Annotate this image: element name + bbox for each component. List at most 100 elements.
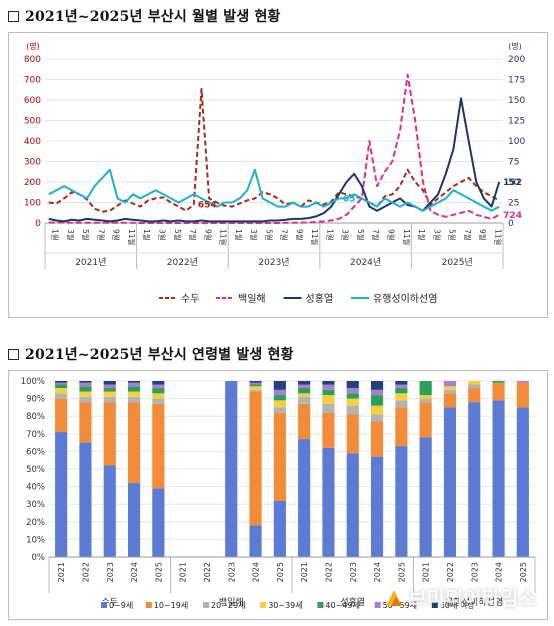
bar-segment-50~59세 [152, 384, 165, 389]
bar-segment-10~19세 [249, 391, 262, 526]
y-left-tick-label: 200 [24, 178, 41, 188]
year-label: 2021년 [75, 257, 106, 268]
bar-segment-50~59세 [370, 389, 384, 396]
bar-segment-60세 이상 [55, 381, 68, 383]
year-label: 2023년 [258, 257, 289, 268]
legend-label: 0~9세 [109, 601, 133, 610]
bar-segment-60세 이상 [370, 381, 384, 390]
bar-segment-40~49세 [55, 384, 68, 389]
y-right-tick-label: 25 [508, 199, 519, 209]
y-right-tick-label: 100 [508, 137, 525, 147]
bar-segment-20~29세 [419, 398, 432, 403]
x-tick-label: 9월 [112, 229, 122, 241]
legend-swatch [101, 602, 107, 608]
group-label: 성홍열 [340, 596, 365, 608]
bar-segment-60세 이상 [273, 381, 286, 390]
bar-segment-60세 이상 [322, 381, 335, 385]
group-label: 백일해 [219, 597, 244, 608]
series-line-유행성이하선염 [48, 168, 500, 212]
bar-segment-0~9세 [273, 500, 286, 557]
y-right-tick-label: 50 [508, 178, 520, 188]
bar-segment-20~29세 [152, 398, 165, 404]
y-left-tick-label: 0 [35, 219, 41, 229]
bar-segment-30~39세 [322, 395, 335, 404]
monthly-chart-frame: 0 100 200 300 400 500 600 700 800 0 25 50 75 100 125 15… [8, 32, 548, 318]
logo-icon [386, 590, 403, 606]
bar-segment-30~39세 [419, 395, 432, 399]
x-tick-label: 3월 [66, 229, 76, 241]
x-tick-label: 2025 [154, 562, 163, 582]
x-tick-label: 11월 [219, 229, 229, 246]
bar-segment-0~9세 [127, 483, 141, 557]
x-tick-label: 9월 [295, 229, 305, 241]
x-tick-label: 11월 [493, 229, 503, 246]
bar-segment-30~39세 [249, 386, 262, 390]
bar-segment-50~59세 [103, 384, 116, 389]
y-right-tick-label: 125 [508, 117, 525, 127]
year-label: 2022년 [167, 257, 198, 268]
bar-segment-20~29세 [127, 396, 141, 403]
group-label: 수두 [101, 597, 118, 608]
x-tick-label: 2025 [276, 562, 285, 582]
bar-segment-30~39세 [370, 405, 384, 415]
x-tick-label: 3월 [432, 229, 442, 241]
bar-segment-0~9세 [322, 447, 335, 557]
legend-label: 수두 [181, 293, 199, 305]
bar-segment-10~19세 [322, 412, 335, 448]
bar-segment-0~9세 [516, 407, 529, 557]
x-tick-label: 9월 [478, 229, 488, 241]
bar-segment-40~49세 [298, 388, 311, 394]
bar-segment-0~9세 [395, 446, 408, 557]
bar-segment-0~9세 [492, 400, 505, 557]
bar-segment-30~39세 [152, 393, 165, 399]
x-tick-label: 5월 [264, 229, 274, 241]
bar-segment-10~19세 [346, 414, 359, 454]
x-tick-label: 3월 [158, 229, 168, 241]
section-title-age: 2021년~2025년 부산시 연령별 발생 현황 [8, 344, 294, 364]
bar-segment-30~39세 [79, 391, 92, 397]
x-tick-label: 2024 [252, 562, 261, 582]
x-tick-label: 2022 [81, 562, 90, 582]
legend-label: 30~39세 [268, 601, 302, 610]
bar-segment-20~29세 [322, 403, 335, 413]
y-left-tick-label: 500 [24, 117, 41, 127]
y-left-unit: (명) [26, 41, 40, 51]
bar-segment-0~9세 [370, 456, 384, 557]
bar-segment-40~49세 [79, 386, 92, 392]
bar-segment-50~59세 [443, 381, 457, 387]
y-left-tick-label: 300 [24, 158, 41, 168]
bar-segment-30~39세 [346, 398, 359, 406]
bar-segment-60세 이상 [103, 381, 116, 385]
x-tick-label: 2025 [519, 562, 528, 582]
bar-segment-30~39세 [273, 400, 286, 408]
bar-segment-0~9세 [225, 381, 238, 557]
series-line-백일해 [48, 73, 500, 224]
bar-segment-40~49세 [492, 381, 505, 383]
x-tick-label: 2023 [227, 562, 236, 582]
checkbox-glyph-icon [8, 349, 19, 360]
bar-segment-10~19세 [370, 421, 384, 457]
data-label: 65 [343, 194, 356, 204]
bar-segment-50~59세 [273, 389, 286, 396]
y-right-tick-label: 75 [508, 158, 519, 168]
y-left-tick-label: 400 [24, 137, 41, 147]
x-tick-label: 5월 [81, 229, 91, 241]
y-right-tick-label: 150 [508, 96, 525, 106]
y-right-tick-label: 200 [508, 55, 525, 65]
bar-segment-20~29세 [346, 405, 359, 415]
bar-segment-60세 이상 [346, 381, 359, 389]
bar-segment-0~9세 [443, 407, 457, 557]
legend-swatch [317, 602, 324, 608]
bar-segment-50~59세 [55, 382, 68, 385]
legend-label: 10~19세 [154, 601, 188, 610]
bar-segment-0~9세 [419, 437, 432, 557]
bar-segment-40~49세 [322, 389, 335, 396]
y-tick-label: 30% [26, 500, 45, 510]
y-tick-label: 90% [26, 395, 45, 405]
x-tick-label: 2024 [373, 562, 382, 582]
bar-segment-10~19세 [395, 407, 408, 447]
bar-segment-20~29세 [443, 389, 457, 394]
bar-segment-50~59세 [346, 388, 359, 394]
x-tick-label: 7월 [463, 229, 473, 241]
bar-segment-20~29세 [370, 414, 384, 422]
